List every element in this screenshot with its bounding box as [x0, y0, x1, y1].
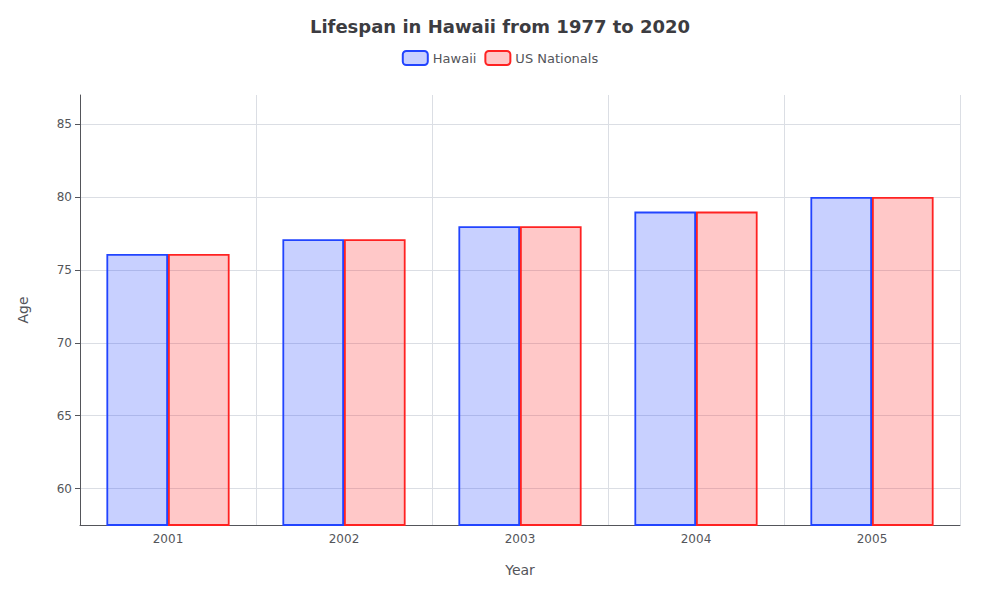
svg-text:US Nationals: US Nationals [515, 51, 598, 66]
svg-text:2002: 2002 [329, 532, 360, 546]
svg-text:Age: Age [15, 296, 31, 323]
svg-text:2003: 2003 [505, 532, 536, 546]
svg-text:Hawaii: Hawaii [433, 51, 477, 66]
svg-text:70: 70 [57, 336, 72, 350]
svg-text:65: 65 [57, 409, 72, 423]
svg-text:75: 75 [57, 263, 72, 277]
svg-text:Year: Year [504, 562, 535, 578]
svg-text:2005: 2005 [857, 532, 888, 546]
svg-text:Lifespan in Hawaii from 1977 t: Lifespan in Hawaii from 1977 to 2020 [310, 16, 690, 37]
svg-text:60: 60 [57, 482, 72, 496]
svg-text:2004: 2004 [681, 532, 712, 546]
svg-text:85: 85 [57, 117, 72, 131]
svg-text:80: 80 [57, 190, 72, 204]
svg-text:2001: 2001 [153, 532, 184, 546]
